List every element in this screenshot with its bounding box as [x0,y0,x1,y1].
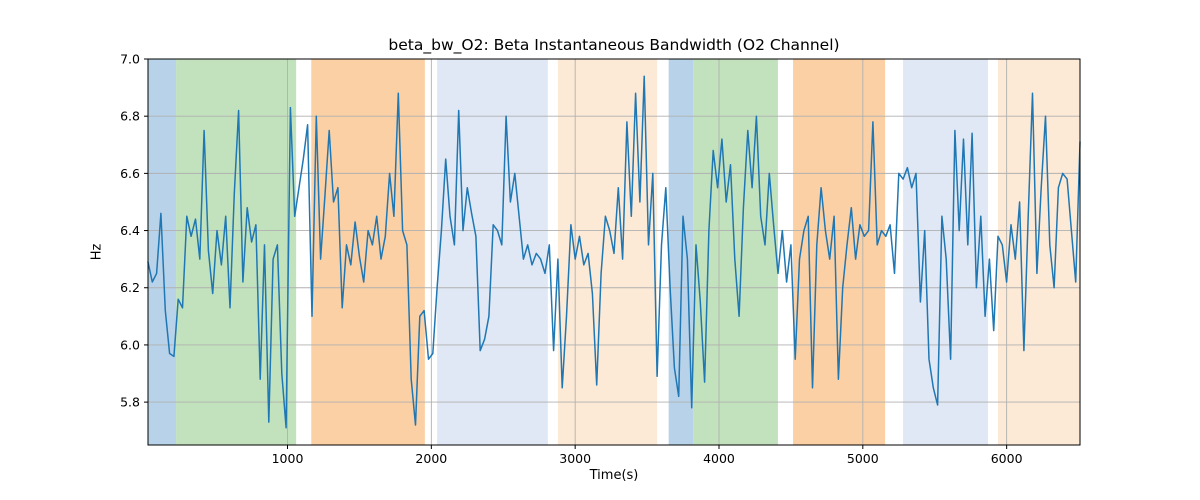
y-axis-label: Hz [89,243,105,261]
band-orange [311,59,425,445]
y-tick-label: 7.0 [120,52,140,67]
band-blue [668,59,694,445]
grid-lines [148,58,1080,445]
x-axis-label: Time(s) [589,468,639,483]
band-orange [793,59,886,445]
data-line-beta_bw_O2 [147,75,1081,429]
tick-marks [144,58,1008,449]
y-tick-label: 6.0 [120,337,140,352]
x-tick-label: 3000 [559,451,591,466]
y-tick-label: 6.6 [120,166,140,181]
y-tick-label: 6.2 [120,280,140,295]
x-tick-label: 2000 [415,451,447,466]
x-tick-label: 5000 [847,451,879,466]
band-green [693,59,778,445]
plot-border [147,58,1081,446]
x-tick-label: 4000 [703,451,735,466]
chart-title: beta_bw_O2: Beta Instantaneous Bandwidth… [388,36,840,54]
y-tick-labels: 5.8 6.0 6.2 6.4 6.6 6.8 7.0 [120,52,140,410]
y-tick-label: 6.4 [120,223,140,238]
x-tick-label: 1000 [272,451,304,466]
band-light-orange [998,59,1080,445]
y-tick-label: 5.8 [120,395,140,410]
band-green [176,59,297,445]
x-tick-label: 6000 [991,451,1023,466]
x-tick-labels: 1000 2000 3000 4000 5000 6000 [272,451,1023,466]
y-tick-label: 6.8 [120,109,140,124]
